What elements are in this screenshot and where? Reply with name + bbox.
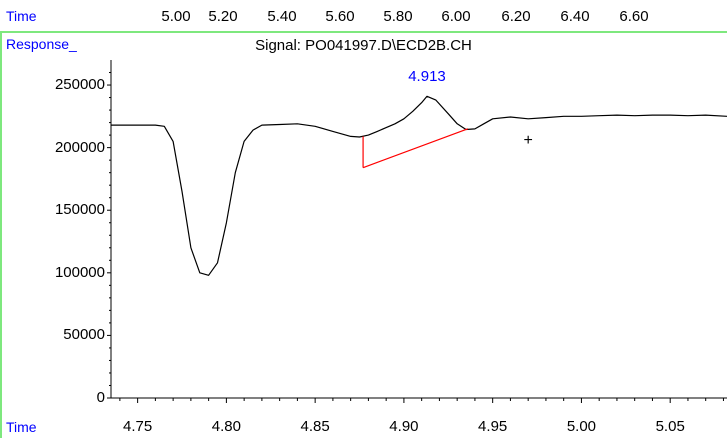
response-axis-label: Response_ — [6, 36, 77, 52]
top-tick-label: 5.20 — [208, 8, 238, 25]
signal-title: Signal: PO041997.D\ECD2B.CH — [255, 37, 472, 54]
x-tick-label: 4.95 — [478, 418, 508, 435]
top-tick-label: 6.20 — [501, 8, 531, 25]
x-tick-label: 4.90 — [389, 418, 419, 435]
y-tick-label: 0 — [96, 389, 105, 406]
y-tick-label: 50000 — [63, 326, 105, 344]
top-tick-label: 6.60 — [619, 8, 649, 25]
left-separator — [0, 33, 2, 438]
y-tick-label: 100000 — [54, 263, 105, 281]
signal-trace — [111, 95, 727, 276]
y-tick-label: 200000 — [54, 138, 105, 156]
bottom-time-label: Time — [6, 419, 37, 435]
top-tick-label: 5.60 — [325, 8, 355, 25]
x-tick-label: 4.80 — [211, 418, 241, 435]
x-tick-label: 5.05 — [655, 418, 685, 435]
top-tick-label: 6.00 — [441, 8, 471, 25]
y-tick-label: 150000 — [54, 201, 105, 219]
integration-baseline — [362, 128, 469, 169]
top-tick-label: 5.40 — [267, 8, 297, 25]
x-tick-label: 5.00 — [566, 418, 597, 435]
top-tick-label: 5.00 — [161, 8, 191, 25]
cursor-marker: + — [524, 132, 533, 149]
ruler-separator — [0, 31, 727, 33]
top-time-label: Time — [6, 8, 37, 24]
top-tick-label: 6.40 — [560, 8, 590, 25]
top-time-ruler: Time 5.00 5.20 5.40 5.60 5.80 6.00 6.20 6.40 6.6… — [0, 0, 727, 31]
top-tick-label: 5.80 — [383, 8, 413, 25]
y-tick-label: 250000 — [54, 76, 105, 94]
peak-label[interactable]: 4.913 — [408, 68, 446, 86]
x-tick-label: 4.75 — [123, 418, 153, 435]
x-tick-label: 4.85 — [300, 418, 330, 435]
